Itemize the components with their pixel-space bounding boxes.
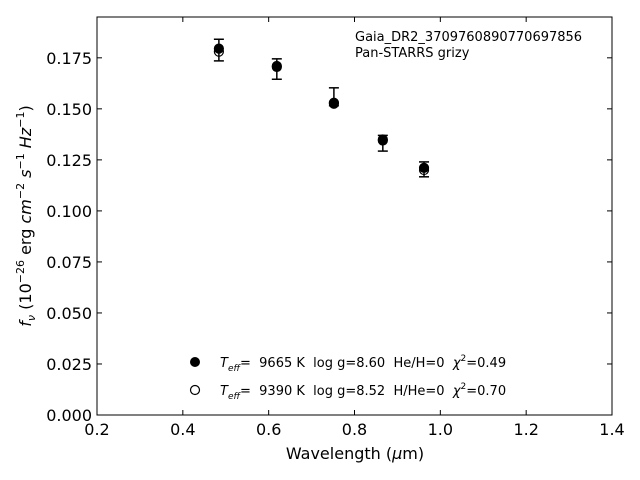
model-point-open	[271, 60, 282, 72]
legend: Teff= 9665 K log g=8.60 He/H=0 χ2=0.49 T…	[189, 354, 506, 402]
model-point-open	[328, 97, 339, 108]
x-tick-label: 0.2	[84, 420, 109, 439]
legend-entry-2: Teff= 9390 K log g=8.52 H/He=0 χ2=0.70	[220, 382, 506, 402]
model-point-open	[377, 134, 388, 145]
data-marks	[213, 38, 430, 178]
y-axis-title: fν (10−26 erg cm−2 s−1 Hz−1)	[14, 105, 38, 326]
y-tick-label: 0.000	[46, 406, 92, 425]
x-tick-label: 0.8	[342, 420, 367, 439]
y-tick-label: 0.100	[46, 202, 92, 221]
y-tick-label: 0.025	[46, 355, 92, 374]
annotation-survey: Pan-STARRS grizy	[355, 46, 470, 61]
x-tick-label: 0.6	[256, 420, 281, 439]
y-tick-label: 0.075	[46, 253, 92, 272]
model-point-filled	[418, 162, 430, 173]
model-point-open	[213, 46, 224, 57]
legend-marker-open	[189, 384, 201, 396]
y-tick-label: 0.050	[46, 304, 92, 323]
y-tick-label: 0.150	[46, 100, 92, 119]
x-axis-title: Wavelength (μm)	[286, 444, 424, 463]
x-tick-label: 0.4	[170, 420, 195, 439]
y-tick-label: 0.175	[46, 49, 92, 68]
model-point-open	[418, 164, 430, 176]
x-tick-label: 1.4	[599, 420, 624, 439]
annotation-source-id: Gaia_DR2_3709760890770697856	[355, 30, 582, 45]
x-tick-label: 1.0	[428, 420, 453, 439]
y-tick-label: 0.125	[46, 151, 92, 170]
plot-area	[96, 16, 613, 416]
legend-entry-1: Teff= 9665 K log g=8.60 He/H=0 χ2=0.49	[220, 354, 506, 374]
model-point-filled	[213, 43, 224, 54]
legend-marker-filled	[190, 357, 200, 367]
x-tick-label: 1.2	[513, 420, 538, 439]
x-axis-ticks: 0.2 0.4 0.6 0.8 1.0 1.2 1.4	[84, 17, 625, 439]
y-axis-ticks: 0.000 0.025 0.050 0.075 0.100 0.125 0.150 0.175	[46, 49, 612, 425]
